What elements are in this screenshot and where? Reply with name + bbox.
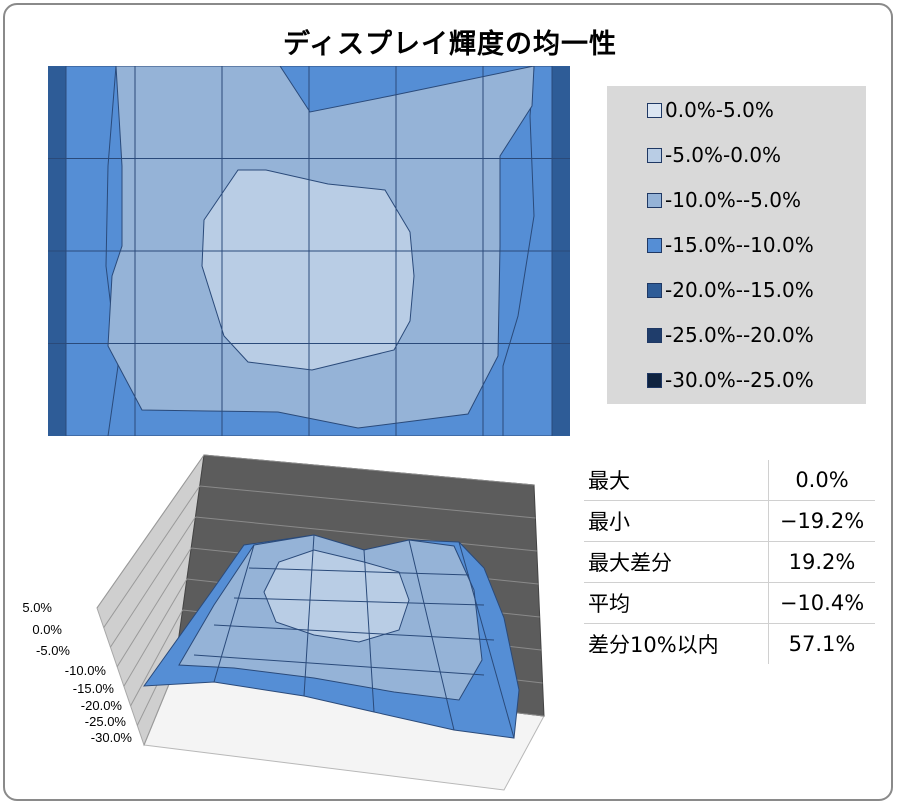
surface-mesh-line xyxy=(408,539,455,731)
surface-mesh-line xyxy=(213,624,495,641)
table-row: 平均 −10.4% xyxy=(584,582,875,624)
stat-value: 0.0% xyxy=(768,460,875,501)
z-tick-label: 0.0% xyxy=(32,622,62,637)
z-tick-label: -30.0% xyxy=(91,730,133,745)
legend-swatch xyxy=(647,327,662,343)
z-tick-label: -25.0% xyxy=(85,714,127,729)
surface-mesh xyxy=(142,534,520,739)
surface-3d-chart: 5.0% 0.0% -5.0% -10.0% -15.0% -20.0% -25… xyxy=(22,454,545,791)
stat-value: −19.2% xyxy=(768,500,875,542)
wall-gridline xyxy=(123,578,188,687)
z-tick-label: 5.0% xyxy=(22,600,52,615)
stat-label: 最大差分 xyxy=(584,541,769,583)
wall-gridline xyxy=(110,516,196,648)
legend-swatch xyxy=(647,372,662,388)
legend-item: -30.0%--25.0% xyxy=(647,368,814,392)
table-row: 最小 −19.2% xyxy=(584,500,875,542)
stat-label: 最大 xyxy=(588,469,630,493)
legend-item: -20.0%--15.0% xyxy=(647,278,814,302)
surface-mesh-line xyxy=(363,549,375,713)
legend-label: -10.0%--5.0% xyxy=(665,188,801,212)
legend-label: -20.0%--15.0% xyxy=(665,278,814,302)
table-row: 最大差分 19.2% xyxy=(584,541,875,583)
legend-swatch xyxy=(647,192,662,208)
z-tick-label: -5.0% xyxy=(36,643,70,658)
z-axis: 5.0% 0.0% -5.0% -10.0% -15.0% -20.0% -25… xyxy=(22,600,132,745)
contour-band-light xyxy=(201,169,415,371)
stat-value: 57.1% xyxy=(768,623,875,664)
surface-mesh-line xyxy=(213,544,255,683)
surface-mesh-line xyxy=(233,597,485,606)
wall-gridline xyxy=(116,547,192,667)
legend-item: -10.0%--5.0% xyxy=(647,188,801,212)
legend-label: -15.0%--10.0% xyxy=(665,233,814,257)
stat-label: 平均 xyxy=(584,582,769,624)
z-tick-label: -10.0% xyxy=(65,663,107,678)
stat-value: 19.2% xyxy=(768,541,875,583)
surface-mesh-line xyxy=(248,567,470,576)
legend-item: 0.0%-5.0% xyxy=(647,98,774,122)
surface-mesh-line xyxy=(458,541,515,739)
surface-band-light xyxy=(263,549,410,643)
table-row: 差分10%以内 57.1% xyxy=(584,623,875,664)
stats-table: 最大 0.0% 最小 −19.2% 最大差分 19.2% 平均 −10.4% 差… xyxy=(584,460,875,664)
legend-label: -5.0%-0.0% xyxy=(665,143,782,167)
wall-gridline xyxy=(130,609,184,707)
wall-gridline xyxy=(103,485,201,628)
legend-item: -25.0%--20.0% xyxy=(647,323,814,347)
surface-mesh-line xyxy=(303,534,315,697)
z-tick-label: -15.0% xyxy=(73,681,115,696)
wall-gridline xyxy=(203,454,535,486)
wall-gridline xyxy=(195,516,537,552)
stat-label: 差分10%以内 xyxy=(584,623,769,664)
contour-heatmap xyxy=(48,66,570,436)
chart-title: ディスプレイ輝度の均一性 xyxy=(282,29,618,60)
legend-item: -5.0%-0.0% xyxy=(647,143,782,167)
wall-gridline xyxy=(199,485,536,519)
legend-swatch xyxy=(647,237,662,253)
table-row: 最大 0.0% xyxy=(584,460,875,501)
legend-label: 0.0%-5.0% xyxy=(665,98,774,122)
legend-swatch xyxy=(647,282,662,298)
stat-label: 最小 xyxy=(584,500,769,542)
legend-label: -25.0%--20.0% xyxy=(665,323,814,347)
surface-mesh-line xyxy=(193,654,485,676)
stat-value: −10.4% xyxy=(768,582,875,624)
legend-label: -30.0%--25.0% xyxy=(665,368,814,392)
chart-legend: 0.0%-5.0% -5.0%-0.0% -10.0%--5.0% -15.0%… xyxy=(607,86,866,404)
wall-gridline xyxy=(96,454,205,609)
z-tick-label: -20.0% xyxy=(81,698,123,713)
legend-swatch xyxy=(647,147,662,163)
legend-item: -15.0%--10.0% xyxy=(647,233,814,257)
legend-swatch xyxy=(647,102,662,118)
